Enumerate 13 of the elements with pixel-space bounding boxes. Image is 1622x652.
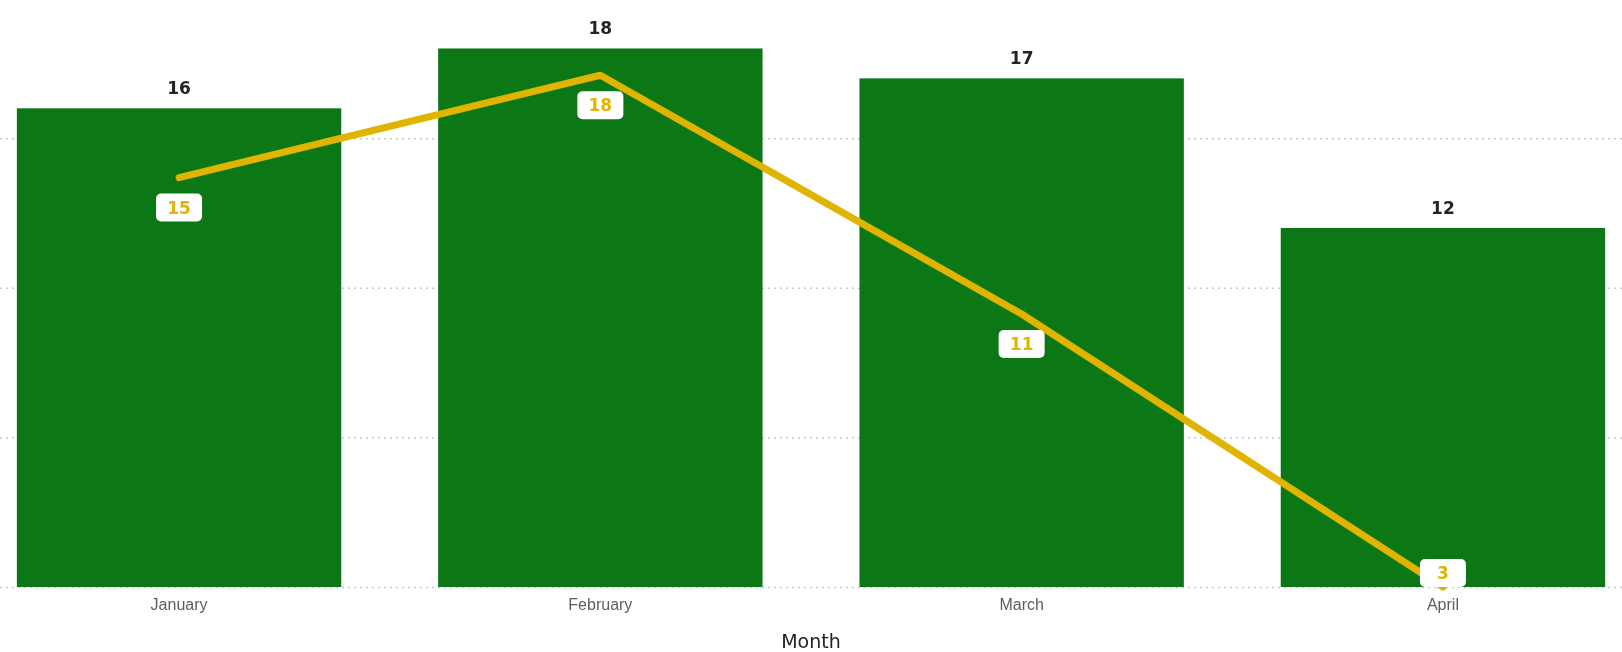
data-label: 15 [167, 197, 191, 218]
data-label: 16 [167, 78, 191, 99]
x-tick-label: March [999, 596, 1044, 614]
data-label: 12 [1431, 197, 1455, 218]
x-tick-label: January [150, 596, 208, 614]
x-axis-title: Month [781, 630, 841, 652]
x-tick-label: April [1426, 596, 1459, 614]
data-label: 11 [1009, 334, 1034, 355]
data-label: 18 [588, 95, 613, 116]
data-label: 17 [1009, 48, 1034, 69]
x-tick-label: February [568, 596, 633, 614]
data-label: 18 [588, 18, 613, 39]
data-label: 3 [1437, 563, 1449, 583]
